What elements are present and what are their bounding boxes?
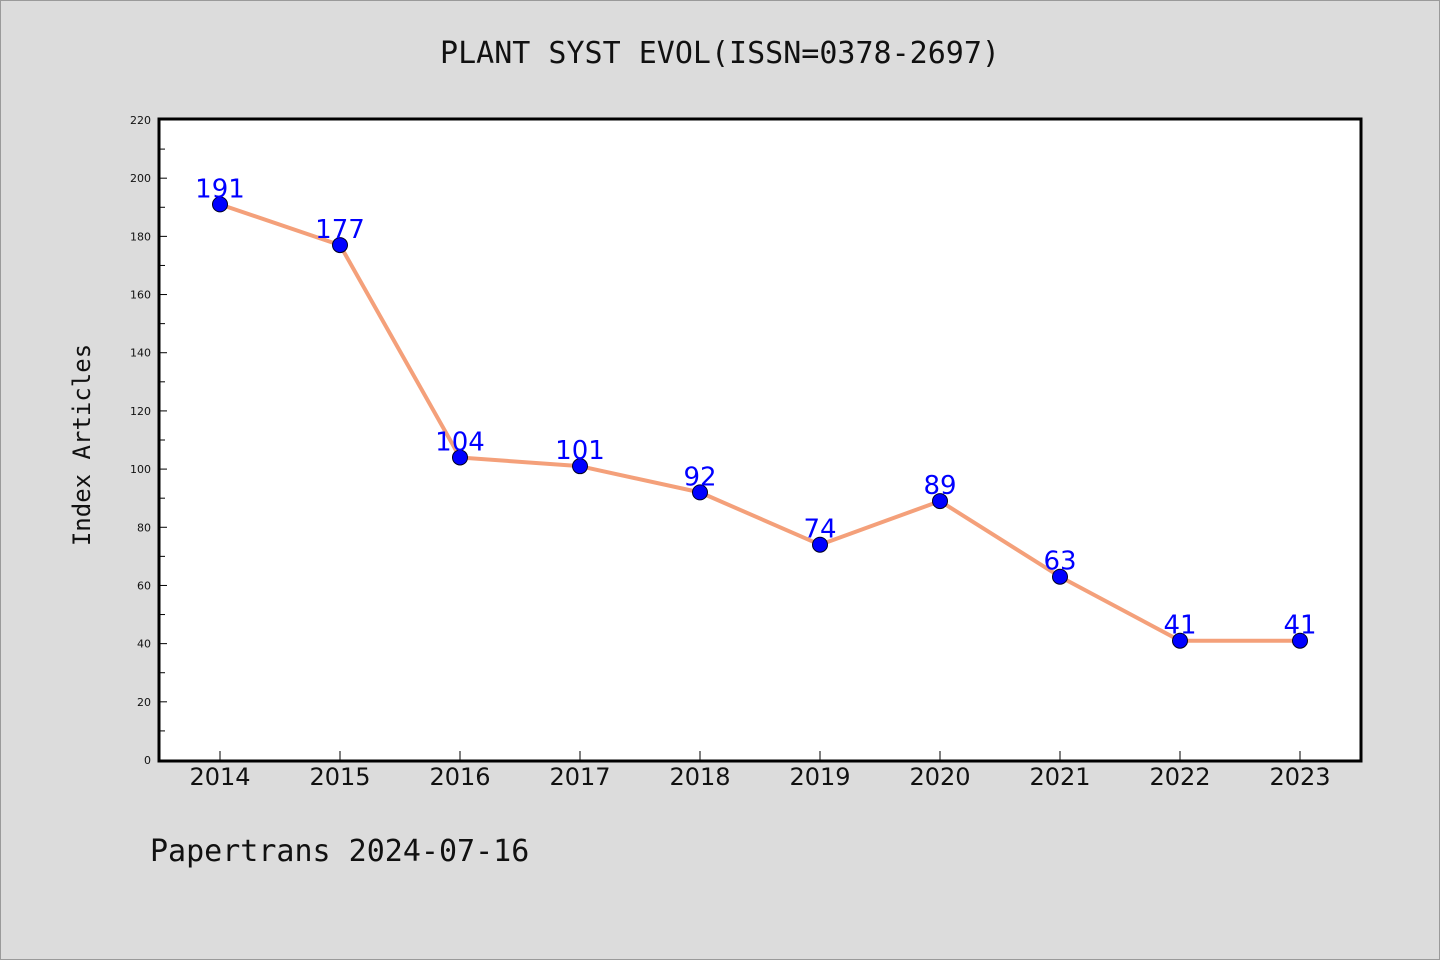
data-label: 92 (683, 462, 716, 492)
x-tick-label: 2022 (1149, 763, 1210, 791)
y-axis-label: Index Articles (68, 344, 96, 546)
y-tick-label: 20 (137, 696, 151, 709)
data-markers (212, 196, 1308, 649)
data-point (572, 458, 588, 475)
data-point (1052, 568, 1068, 585)
data-label: 63 (1043, 547, 1076, 577)
plot-area (157, 117, 1363, 763)
x-tick-label: 2020 (909, 763, 970, 791)
data-label: 101 (555, 436, 605, 466)
data-labels: 191 177 104 101 92 74 89 63 41 41 (195, 174, 1316, 640)
y-tick-label: 80 (137, 521, 151, 534)
y-tick-label: 60 (137, 579, 151, 592)
series-line (219, 202, 1300, 643)
footer-text: Papertrans 2024-07-16 (150, 834, 530, 869)
data-label: 89 (923, 471, 956, 501)
y-tick-label: 40 (137, 638, 151, 651)
data-point (692, 484, 708, 501)
data-point (452, 449, 468, 466)
x-axis: 2014 2015 2016 2017 2018 2019 2020 2021 2022 2023 (189, 751, 1331, 791)
x-tick-label: 2014 (189, 763, 250, 791)
data-label: 104 (435, 427, 485, 457)
y-tick-label: 220 (130, 114, 151, 127)
data-label: 74 (803, 515, 836, 545)
y-tick-label: 140 (130, 347, 151, 360)
data-label: 41 (1163, 611, 1196, 641)
data-label: 191 (195, 174, 245, 204)
x-tick-label: 2018 (669, 763, 730, 791)
x-tick-label: 2019 (789, 763, 850, 791)
y-tick-label: 160 (130, 289, 151, 302)
y-tick-label: 180 (130, 230, 151, 243)
data-point (932, 493, 948, 510)
y-axis: 0 20 40 60 80 100 120 140 160 180 200 220 (130, 114, 167, 767)
x-tick-label: 2021 (1029, 763, 1090, 791)
x-tick-label: 2023 (1269, 763, 1330, 791)
data-label: 177 (315, 215, 365, 245)
y-tick-label: 120 (130, 405, 151, 418)
y-tick-label: 0 (144, 754, 151, 767)
data-label: 41 (1283, 611, 1316, 641)
data-point (1292, 632, 1308, 649)
data-point (812, 536, 828, 553)
data-point (212, 196, 228, 213)
y-tick-label: 100 (130, 463, 151, 476)
x-tick-label: 2016 (429, 763, 490, 791)
data-point (332, 237, 348, 254)
data-point (1172, 632, 1188, 649)
chart-title: PLANT SYST EVOL(ISSN=0378-2697) (440, 36, 1000, 71)
x-tick-label: 2015 (309, 763, 370, 791)
y-tick-label: 200 (130, 172, 151, 185)
x-tick-label: 2017 (549, 763, 610, 791)
